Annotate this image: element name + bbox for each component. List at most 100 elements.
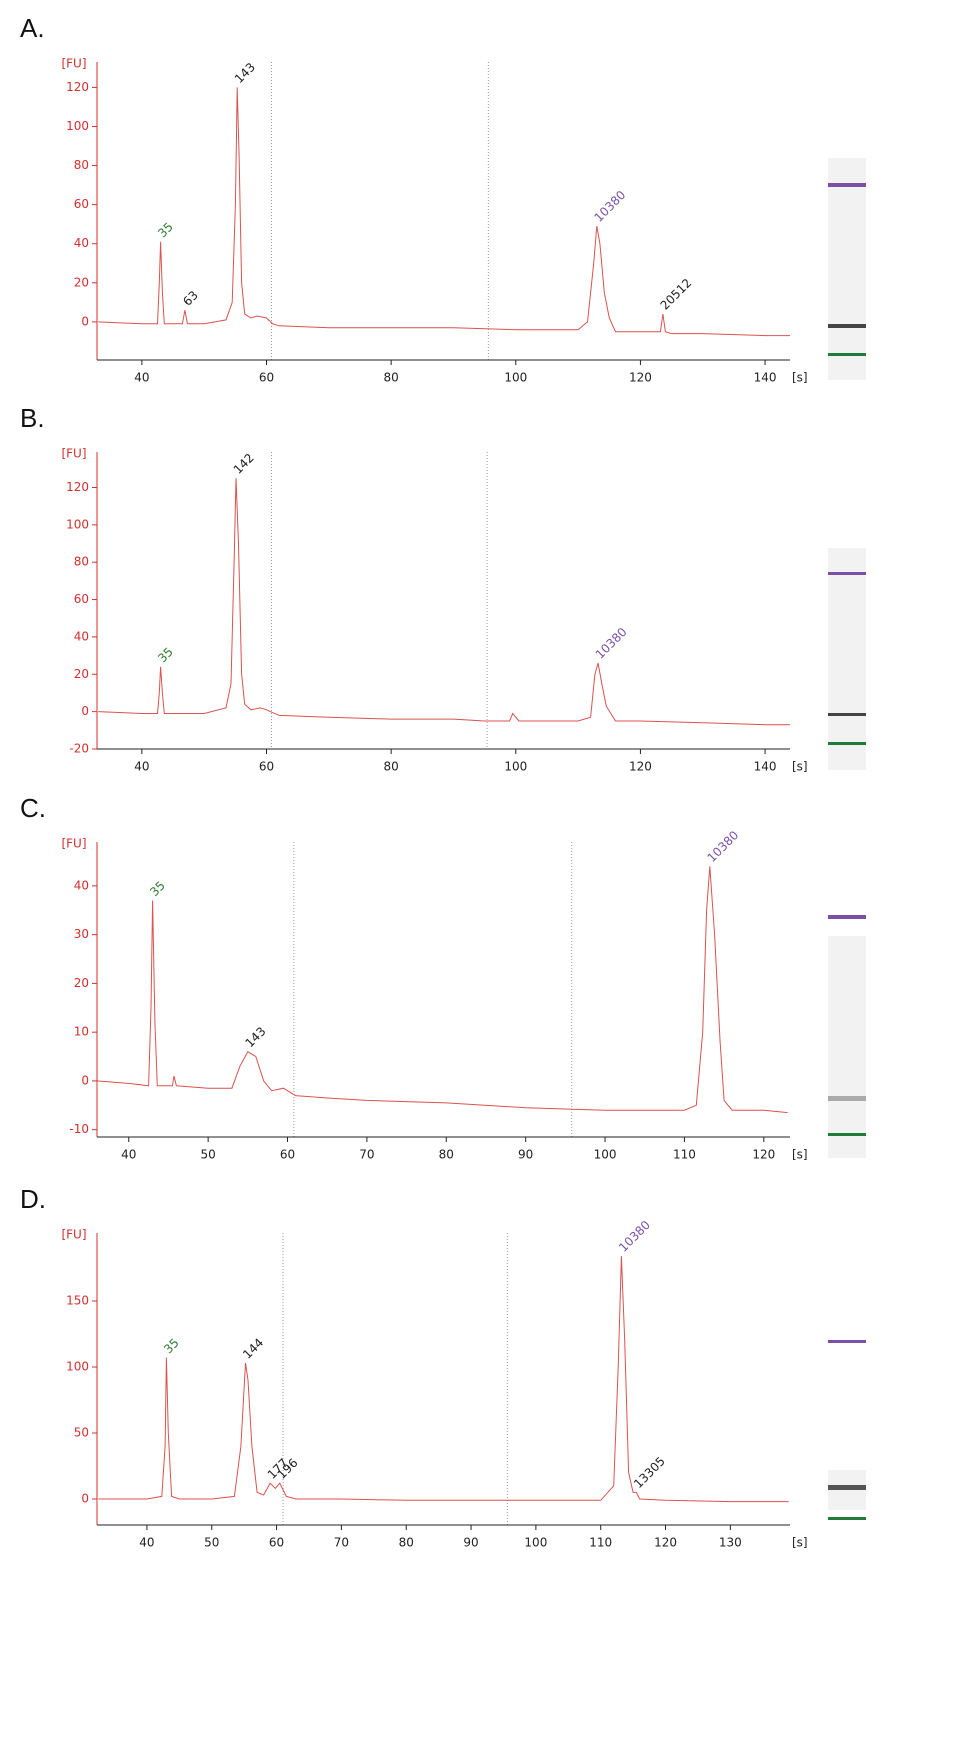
peak-label: 143 — [243, 1024, 269, 1050]
x-tick-label: 140 — [754, 371, 777, 385]
x-tick-label: 60 — [259, 371, 274, 385]
y-tick-label: 120 — [66, 480, 89, 494]
y-tick-label: -10 — [69, 1122, 89, 1136]
y-tick-label: 30 — [74, 927, 89, 941]
gel-band — [828, 353, 866, 356]
y-axis-label: [FU] — [61, 837, 86, 851]
y-tick-label: 40 — [74, 878, 89, 892]
x-tick-label: 100 — [504, 760, 527, 774]
y-tick-label: 20 — [74, 976, 89, 990]
y-tick-label: 60 — [74, 592, 89, 606]
gel-band — [828, 1096, 866, 1101]
peak-label: 35 — [155, 220, 176, 241]
chart: C. [FU] -10 0 10 20 30 40 40 50 60 70 80 90 100 110 120 [… — [20, 793, 808, 1162]
gel-lane — [828, 936, 866, 1158]
trace — [96, 866, 788, 1114]
y-tick-label: -20 — [69, 742, 89, 756]
trace — [98, 87, 790, 337]
y-axis-label: [FU] — [61, 57, 86, 71]
x-tick-label: 130 — [719, 1536, 742, 1550]
peak-label: 10380 — [705, 828, 742, 865]
y-tick-label: 20 — [74, 667, 89, 681]
peak-label: 143 — [232, 60, 258, 86]
y-tick-label: 60 — [74, 197, 89, 211]
x-tick-label: 80 — [384, 760, 399, 774]
y-tick-label: 10 — [74, 1025, 89, 1039]
y-tick-label: 80 — [74, 555, 89, 569]
x-tick-label: 100 — [594, 1148, 617, 1162]
gel-lane — [828, 548, 866, 770]
y-tick-label: 100 — [66, 1359, 89, 1373]
gel-band — [828, 572, 866, 575]
gel-band — [828, 1517, 866, 1520]
x-tick-label: 100 — [504, 371, 527, 385]
panel-label: D. — [20, 1184, 46, 1214]
gel-band — [828, 1485, 866, 1490]
chart: D. [FU] 0 50 100 150 40 50 60 70 80 90 100 110 120 130 [… — [20, 1184, 808, 1550]
gel-band — [828, 324, 866, 328]
x-axis-label: [s] — [792, 1148, 808, 1162]
x-axis-label: [s] — [792, 371, 808, 385]
x-tick-label: 50 — [200, 1148, 215, 1162]
peak-label: 144 — [240, 1336, 266, 1362]
peak-label: 13305 — [631, 1454, 668, 1491]
x-tick-label: 110 — [673, 1148, 696, 1162]
panel-label: C. — [20, 793, 46, 823]
panel-label: A. — [20, 13, 45, 43]
x-tick-label: 90 — [463, 1536, 478, 1550]
x-tick-label: 70 — [334, 1536, 349, 1550]
peak-label: 10380 — [616, 1218, 653, 1255]
y-tick-label: 0 — [81, 1073, 89, 1087]
x-tick-label: 60 — [269, 1536, 284, 1550]
x-tick-label: 60 — [280, 1148, 295, 1162]
y-tick-label: 40 — [74, 629, 89, 643]
peak-label: 63 — [180, 288, 201, 309]
gel-lane — [828, 158, 866, 380]
x-tick-label: 120 — [629, 760, 652, 774]
peak-label: 35 — [161, 1336, 182, 1357]
x-tick-label: 50 — [204, 1536, 219, 1550]
gel-strips — [828, 158, 866, 1520]
trace — [98, 1256, 789, 1503]
x-axis-label: [s] — [792, 760, 808, 774]
x-tick-label: 40 — [134, 371, 149, 385]
x-tick-label: 40 — [134, 760, 149, 774]
y-tick-label: 100 — [66, 119, 89, 133]
y-tick-label: 0 — [81, 314, 89, 328]
x-tick-label: 140 — [754, 760, 777, 774]
x-tick-label: 40 — [121, 1148, 136, 1162]
x-tick-label: 80 — [384, 371, 399, 385]
y-tick-label: 20 — [74, 275, 89, 289]
x-axis-label: [s] — [792, 1536, 808, 1550]
y-axis-label: [FU] — [61, 1228, 86, 1242]
y-axis-label: [FU] — [61, 447, 86, 461]
peak-label: 142 — [231, 451, 257, 477]
gel-band — [828, 713, 866, 716]
x-tick-label: 40 — [139, 1536, 154, 1550]
x-tick-label: 100 — [524, 1536, 547, 1550]
x-tick-label: 60 — [259, 760, 274, 774]
trace — [98, 478, 790, 726]
chart: A. [FU] 0 20 40 60 80 100 120 40 60 80 100 120 140 [s] 3… — [20, 13, 808, 385]
x-tick-label: 120 — [654, 1536, 677, 1550]
x-tick-label: 80 — [399, 1536, 414, 1550]
gel-band — [828, 1340, 866, 1343]
y-tick-label: 40 — [74, 236, 89, 250]
panel-label: B. — [20, 403, 45, 433]
peak-label: 35 — [155, 645, 176, 666]
y-tick-label: 120 — [66, 80, 89, 94]
x-tick-label: 110 — [589, 1536, 612, 1550]
chart: B. [FU] -20 0 20 40 60 80 100 120 40 60 80 100 120 140 [… — [20, 403, 808, 774]
peak-label: 10380 — [593, 625, 630, 662]
peak-label: 20512 — [658, 276, 695, 313]
y-tick-label: 80 — [74, 158, 89, 172]
x-tick-label: 90 — [518, 1148, 533, 1162]
peak-label: 35 — [147, 878, 168, 899]
y-tick-label: 150 — [66, 1293, 89, 1307]
gel-band — [828, 915, 866, 919]
x-tick-label: 120 — [752, 1148, 775, 1162]
x-tick-label: 70 — [359, 1148, 374, 1162]
peak-label: 10380 — [592, 188, 629, 225]
gel-band — [828, 742, 866, 745]
